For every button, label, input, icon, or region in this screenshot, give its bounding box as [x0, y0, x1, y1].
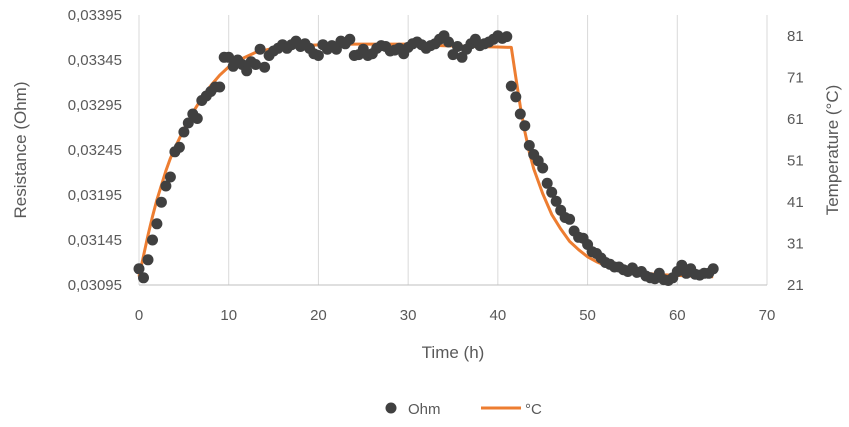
x-tick-label: 30: [400, 307, 417, 324]
ohm-point: [452, 41, 463, 52]
ohm-point: [456, 51, 468, 63]
ohm-point: [138, 272, 149, 284]
ohm-series: [133, 30, 719, 286]
temperature-series: [137, 42, 714, 279]
legend: Ohm °C: [385, 401, 542, 418]
y2-tick-label: 61: [787, 111, 804, 128]
y-left-tick-labels: 0,03095 0,03145 0,03195 0,03245 0,03295 0,033…: [68, 7, 122, 294]
y-tick-label: 0,03295: [68, 97, 122, 114]
ohm-point: [564, 213, 576, 225]
x-tick-label: 50: [579, 307, 596, 324]
ohm-point: [250, 59, 262, 70]
ohm-point: [178, 126, 190, 138]
ohm-point: [160, 180, 172, 192]
legend-ohm-label: Ohm: [408, 401, 441, 418]
ohm-point: [443, 36, 454, 48]
ohm-point: [241, 65, 253, 77]
y-right-axis-title: Temperature (°C): [823, 85, 842, 216]
ohm-point: [676, 259, 688, 271]
y-tick-label: 0,03245: [68, 142, 122, 159]
x-tick-label: 70: [759, 307, 776, 324]
ohm-point: [519, 120, 531, 132]
ohm-point: [537, 162, 549, 174]
ohm-point: [541, 177, 553, 189]
ohm-point: [344, 33, 356, 45]
y-right-tick-labels: 21 31 41 51 61 71 81: [787, 28, 804, 294]
ohm-point: [707, 263, 719, 275]
legend-ohm-marker: [385, 402, 397, 414]
y-tick-label: 0,03095: [68, 277, 122, 294]
y-tick-label: 0,03145: [68, 232, 122, 249]
y2-tick-label: 41: [787, 194, 804, 211]
ohm-point: [254, 43, 266, 55]
ohm-point: [546, 186, 558, 198]
ohm-point: [223, 51, 235, 63]
y2-tick-label: 51: [787, 152, 804, 169]
ohm-point: [151, 218, 163, 230]
y2-tick-label: 71: [787, 69, 804, 86]
ohm-point: [147, 234, 158, 246]
ohm-point: [173, 141, 185, 153]
x-tick-labels: 0 10 20 30 40 50 60 70: [135, 307, 776, 324]
ohm-point: [510, 91, 522, 103]
y-tick-label: 0,03345: [68, 52, 122, 69]
ohm-point: [214, 81, 226, 93]
ohm-point: [312, 50, 324, 61]
ohm-point: [514, 108, 526, 120]
ohm-point: [133, 263, 145, 275]
legend-temp-label: °C: [525, 401, 542, 418]
ohm-point: [523, 140, 535, 151]
ohm-point: [155, 196, 167, 208]
ohm-point: [447, 49, 459, 61]
temperature-line: [137, 42, 714, 279]
x-axis-title: Time (h): [422, 343, 485, 362]
ohm-point: [505, 80, 517, 92]
ohm-point: [191, 113, 203, 124]
y2-tick-label: 31: [787, 235, 804, 252]
y2-tick-label: 21: [787, 277, 804, 294]
ohm-point: [330, 43, 342, 55]
x-tick-label: 0: [135, 307, 143, 324]
x-tick-label: 20: [310, 307, 327, 324]
ohm-point: [164, 171, 176, 183]
ohm-point: [142, 254, 154, 266]
x-tick-label: 10: [220, 307, 237, 324]
x-tick-label: 40: [490, 307, 507, 324]
y-tick-label: 0,03395: [68, 7, 122, 24]
ohm-point: [501, 31, 513, 43]
y2-tick-label: 81: [787, 28, 804, 45]
x-tick-label: 60: [669, 307, 686, 324]
y-left-axis-title: Resistance (Ohm): [11, 82, 30, 219]
ohm-point: [259, 61, 271, 73]
ohm-point: [550, 195, 562, 207]
ohm-point: [182, 117, 194, 129]
y-tick-label: 0,03195: [68, 187, 122, 204]
